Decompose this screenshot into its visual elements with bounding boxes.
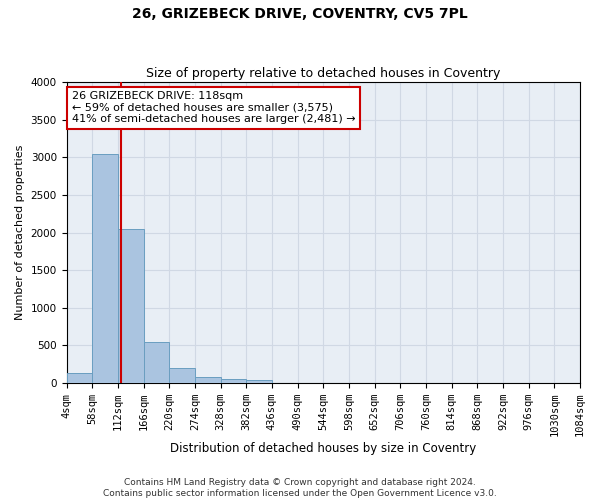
X-axis label: Distribution of detached houses by size in Coventry: Distribution of detached houses by size … [170,442,476,455]
Y-axis label: Number of detached properties: Number of detached properties [15,145,25,320]
Title: Size of property relative to detached houses in Coventry: Size of property relative to detached ho… [146,66,500,80]
Bar [246,380,272,383]
Text: Contains HM Land Registry data © Crown copyright and database right 2024.
Contai: Contains HM Land Registry data © Crown c… [103,478,497,498]
Bar [195,377,221,383]
Bar [67,373,92,383]
Bar [143,342,169,383]
Text: 26 GRIZEBECK DRIVE: 118sqm
← 59% of detached houses are smaller (3,575)
41% of s: 26 GRIZEBECK DRIVE: 118sqm ← 59% of deta… [71,91,355,124]
Bar [118,229,143,383]
Bar [169,368,195,383]
Text: 26, GRIZEBECK DRIVE, COVENTRY, CV5 7PL: 26, GRIZEBECK DRIVE, COVENTRY, CV5 7PL [132,8,468,22]
Bar [221,379,246,383]
Bar [92,154,118,383]
